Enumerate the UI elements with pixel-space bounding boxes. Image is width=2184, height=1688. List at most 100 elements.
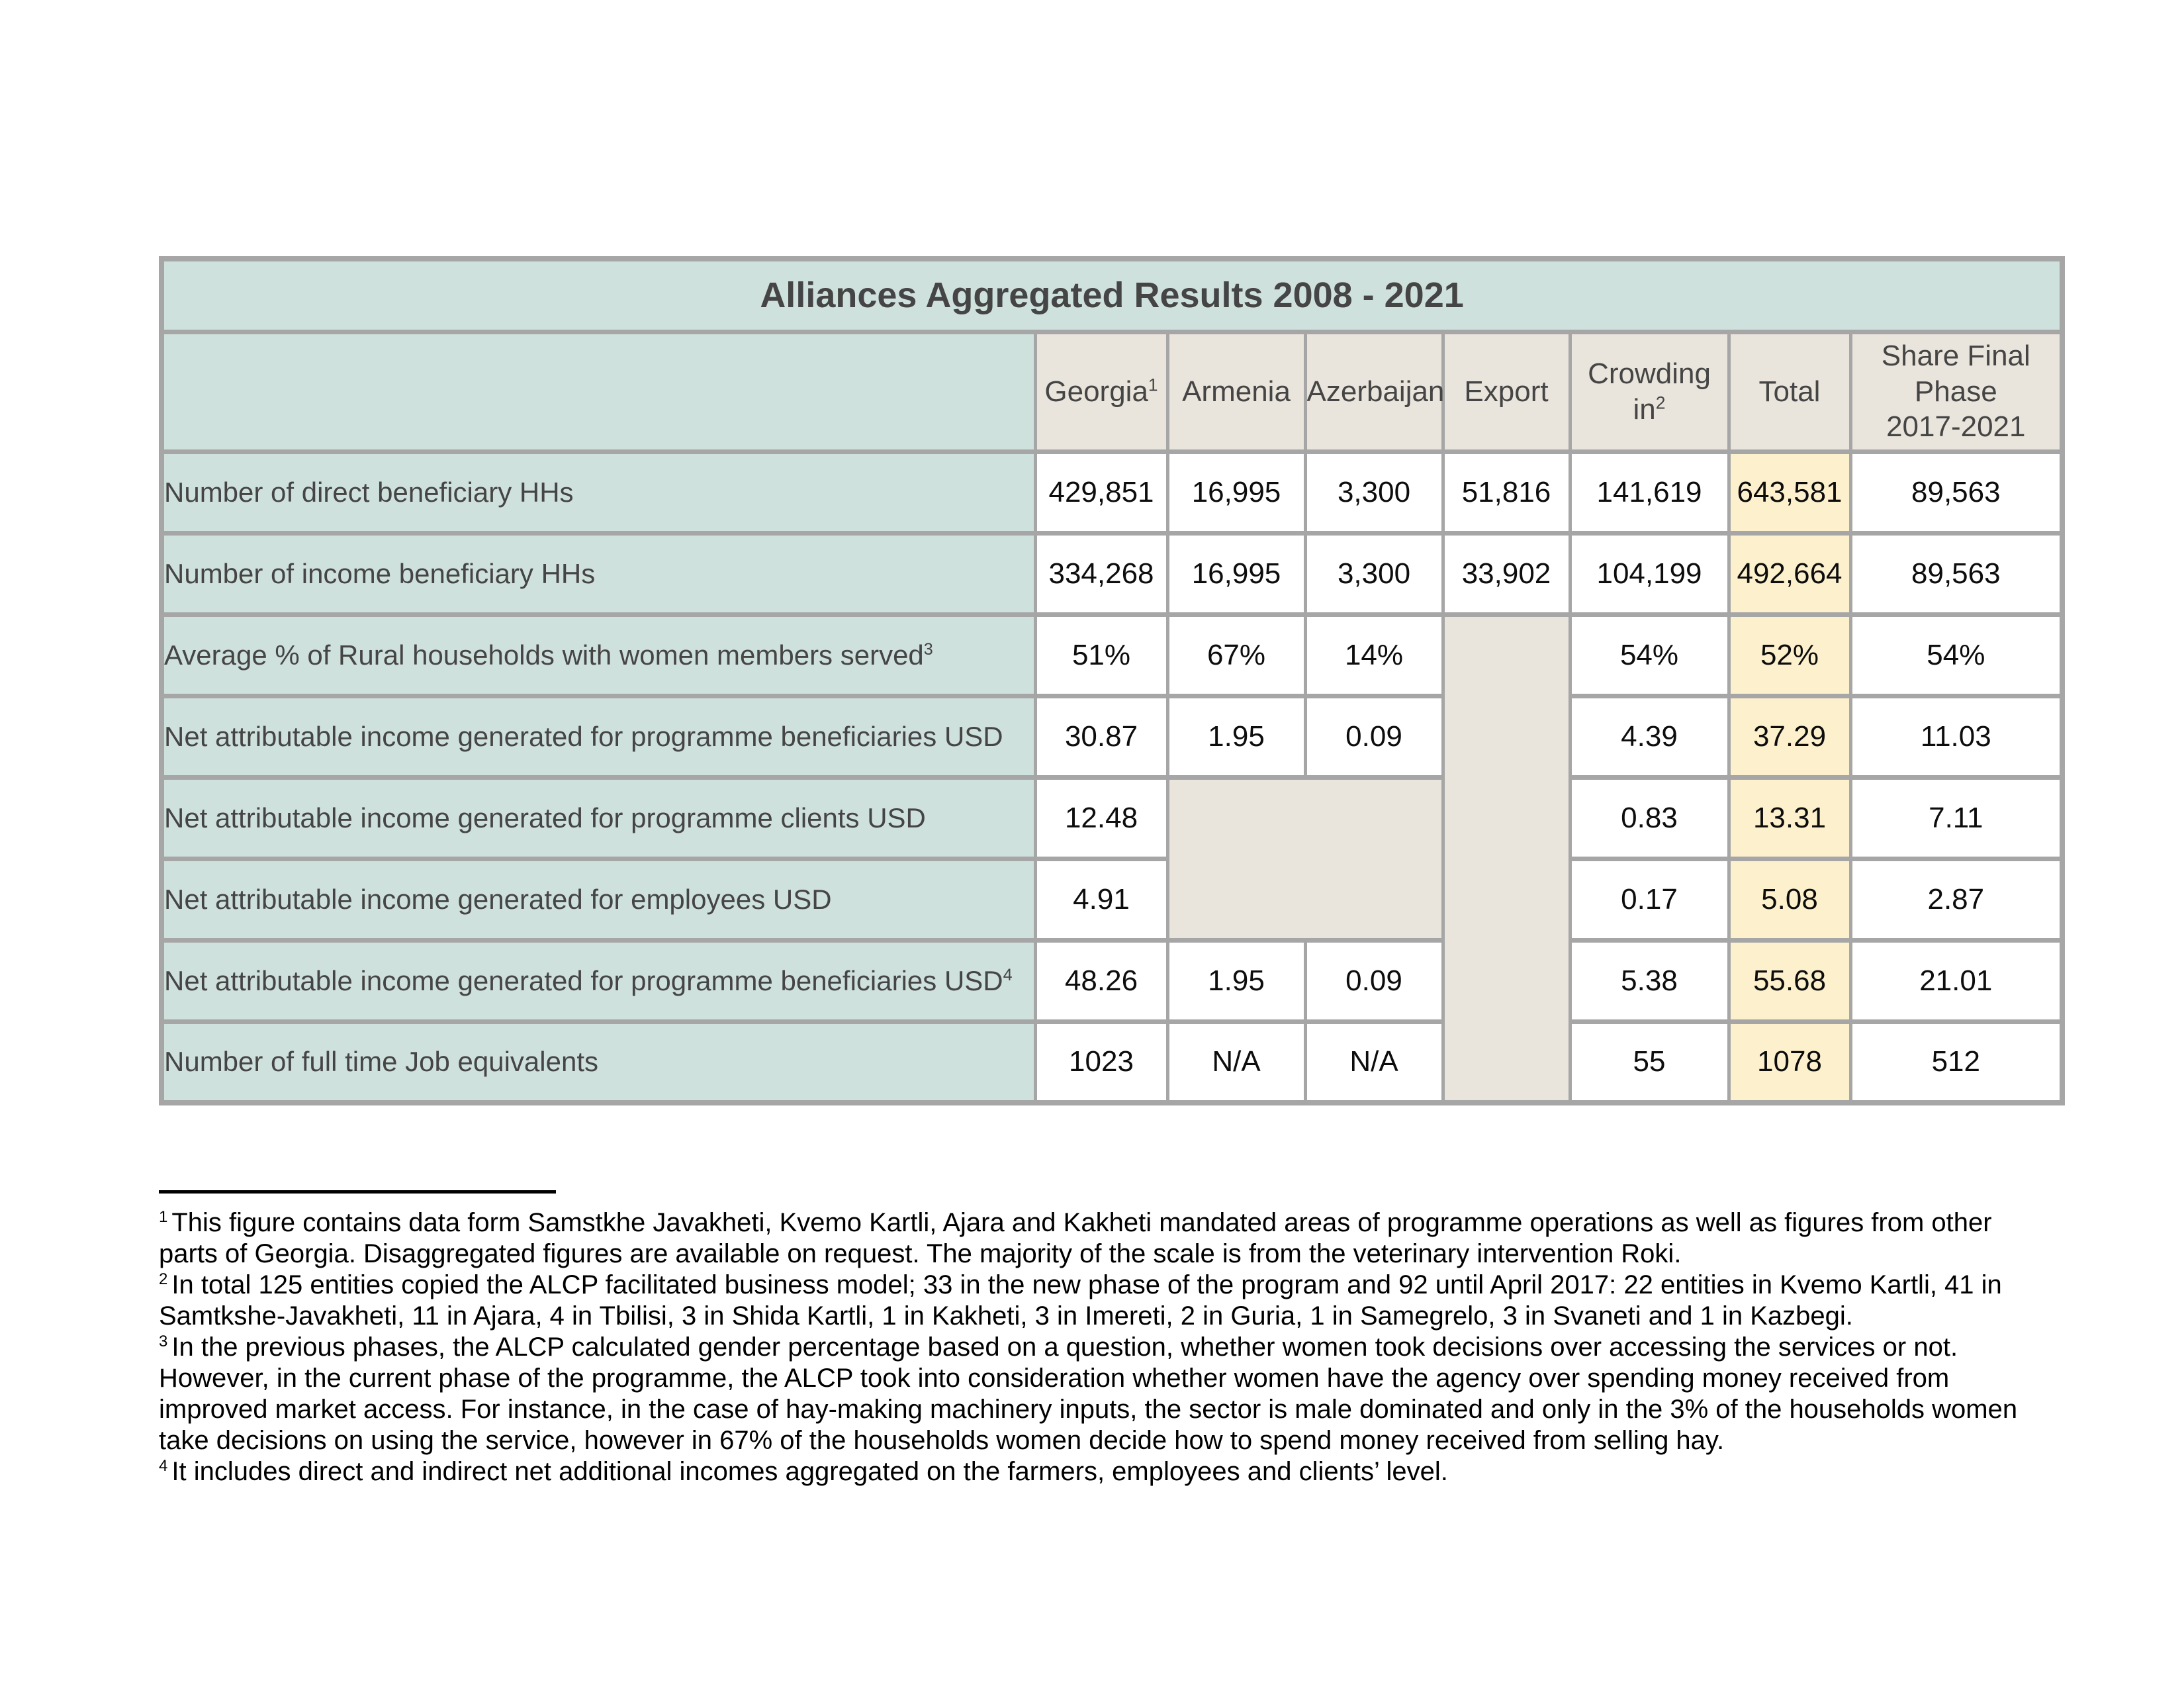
footnote-number: 4 xyxy=(159,1456,168,1475)
merged-empty-cell-export xyxy=(1441,612,1572,1105)
cell-azerbaijan: 3,300 xyxy=(1303,449,1445,536)
table-row: Average % of Rural households with women… xyxy=(159,612,2064,1105)
cell-armenia: 16,995 xyxy=(1165,530,1307,617)
cell-share-final-phase: 7.11 xyxy=(1848,774,2064,861)
table-row: Net attributable income generated for em… xyxy=(159,856,2064,943)
row-label: Net attributable income generated for pr… xyxy=(159,774,1037,861)
cell-crowding-in: 55 xyxy=(1568,1019,1731,1105)
cell-armenia: 1.95 xyxy=(1165,937,1307,1024)
cell-azerbaijan: 0.09 xyxy=(1303,693,1445,780)
footnote-number: 3 xyxy=(159,1332,168,1350)
cell-georgia: 1023 xyxy=(1033,1019,1169,1105)
cell-share-final-phase: 2.87 xyxy=(1848,856,2064,943)
cell-georgia: 4.91 xyxy=(1033,856,1169,943)
cell-crowding-in: 54% xyxy=(1568,612,1731,698)
cell-armenia: 16,995 xyxy=(1165,449,1307,536)
column-header-armenia: Armenia xyxy=(1165,329,1307,454)
header-empty-corner xyxy=(159,329,1037,454)
row-label: Number of direct beneficiary HHs xyxy=(159,449,1037,536)
column-header-georgia: Georgia1 xyxy=(1033,329,1169,454)
merged-empty-cell-armenia-azerbaijan xyxy=(1165,774,1445,943)
footnotes-section: 1 This figure contains data form Samstkhe… xyxy=(159,1207,2057,1487)
cell-azerbaijan: N/A xyxy=(1303,1019,1445,1105)
header-footnote-ref: 2 xyxy=(1655,392,1666,412)
cell-armenia: 1.95 xyxy=(1165,693,1307,780)
cell-crowding-in: 141,619 xyxy=(1568,449,1731,536)
cell-total: 643,581 xyxy=(1727,449,1852,536)
row-label: Number of income beneficiary HHs xyxy=(159,530,1037,617)
header-footnote-ref: 1 xyxy=(1148,375,1158,395)
header-label: Share Final Phase 2017-2021 xyxy=(1881,339,2030,444)
cell-export: 51,816 xyxy=(1441,449,1572,536)
cell-georgia: 48.26 xyxy=(1033,937,1169,1024)
column-header-crowding-in: Crowding in2 xyxy=(1568,329,1731,454)
cell-georgia: 51% xyxy=(1033,612,1169,698)
cell-share-final-phase: 89,563 xyxy=(1848,449,2064,536)
row-label: Net attributable income generated for pr… xyxy=(159,693,1037,780)
table-row: Number of direct beneficiary HHs 429,851… xyxy=(159,449,2064,536)
cell-total: 5.08 xyxy=(1727,856,1852,943)
cell-azerbaijan: 0.09 xyxy=(1303,937,1445,1024)
cell-azerbaijan: 14% xyxy=(1303,612,1445,698)
row-label: Net attributable income generated for pr… xyxy=(159,937,1037,1024)
table-header-row: Georgia1 Armenia Azerbaijan Export Crowd… xyxy=(159,329,2064,454)
footnote-3: 3 In the previous phases, the ALCP calcul… xyxy=(159,1332,2057,1456)
table-row: Net attributable income generated for pr… xyxy=(159,774,2064,943)
footnote-text: In total 125 entities copied the ALCP fa… xyxy=(159,1270,2002,1331)
cell-crowding-in: 0.17 xyxy=(1568,856,1731,943)
cell-crowding-in: 104,199 xyxy=(1568,530,1731,617)
column-header-total: Total xyxy=(1727,329,1852,454)
row-label: Average % of Rural households with women… xyxy=(159,612,1037,698)
cell-total: 52% xyxy=(1727,612,1852,698)
cell-share-final-phase: 54% xyxy=(1848,612,2064,698)
cell-total: 492,664 xyxy=(1727,530,1852,617)
cell-georgia: 30.87 xyxy=(1033,693,1169,780)
header-label: Armenia xyxy=(1182,375,1291,408)
cell-armenia: 67% xyxy=(1165,612,1307,698)
cell-crowding-in: 0.83 xyxy=(1568,774,1731,861)
cell-georgia: 429,851 xyxy=(1033,449,1169,536)
table-title-row: Alliances Aggregated Results 2008 - 2021 xyxy=(159,256,2064,334)
footnote-separator-line xyxy=(159,1190,556,1194)
row-label: Number of full time Job equivalents xyxy=(159,1019,1037,1105)
table-row: Net attributable income generated for pr… xyxy=(159,693,2064,780)
footnote-4: 4 It includes direct and indirect net add… xyxy=(159,1456,2057,1487)
cell-georgia: 12.48 xyxy=(1033,774,1169,861)
footnote-text: This figure contains data form Samstkhe … xyxy=(159,1208,1992,1268)
header-label: Total xyxy=(1758,375,1821,408)
cell-armenia: N/A xyxy=(1165,1019,1307,1105)
header-label: Azerbaijan xyxy=(1306,375,1445,408)
cell-crowding-in: 5.38 xyxy=(1568,937,1731,1024)
cell-georgia: 334,268 xyxy=(1033,530,1169,617)
header-label: Georgia xyxy=(1044,375,1148,408)
footnote-1: 1 This figure contains data form Samstkhe… xyxy=(159,1207,2057,1270)
row-label: Net attributable income generated for em… xyxy=(159,856,1037,943)
table-row: Net attributable income generated for pr… xyxy=(159,937,2064,1024)
cell-share-final-phase: 11.03 xyxy=(1848,693,2064,780)
results-table: Alliances Aggregated Results 2008 - 2021… xyxy=(159,256,2066,1105)
cell-share-final-phase: 21.01 xyxy=(1848,937,2064,1024)
column-header-share-final-phase: Share Final Phase 2017-2021 xyxy=(1848,329,2064,454)
cell-crowding-in: 4.39 xyxy=(1568,693,1731,780)
footnote-number: 1 xyxy=(159,1207,168,1226)
header-label: Export xyxy=(1464,375,1549,408)
table-row: Number of full time Job equivalents 1023… xyxy=(159,1019,2064,1105)
cell-total: 13.31 xyxy=(1727,774,1852,861)
table-title-text: Alliances Aggregated Results 2008 - 2021 xyxy=(760,275,1464,316)
cell-total: 1078 xyxy=(1727,1019,1852,1105)
footnote-text: In the previous phases, the ALCP calcula… xyxy=(159,1333,2018,1455)
table-row: Number of income beneficiary HHs 334,268… xyxy=(159,530,2064,617)
footnote-number: 2 xyxy=(159,1270,168,1288)
table-title: Alliances Aggregated Results 2008 - 2021 xyxy=(159,256,2064,334)
header-label: Crowding in xyxy=(1588,357,1711,426)
cell-share-final-phase: 512 xyxy=(1848,1019,2064,1105)
label-footnote-ref: 3 xyxy=(923,639,933,659)
cell-azerbaijan: 3,300 xyxy=(1303,530,1445,617)
footnote-2: 2 In total 125 entities copied the ALCP f… xyxy=(159,1270,2057,1332)
footnote-text: It includes direct and indirect net addi… xyxy=(171,1457,1448,1486)
cell-total: 37.29 xyxy=(1727,693,1852,780)
cell-share-final-phase: 89,563 xyxy=(1848,530,2064,617)
column-header-export: Export xyxy=(1441,329,1572,454)
cell-total: 55.68 xyxy=(1727,937,1852,1024)
